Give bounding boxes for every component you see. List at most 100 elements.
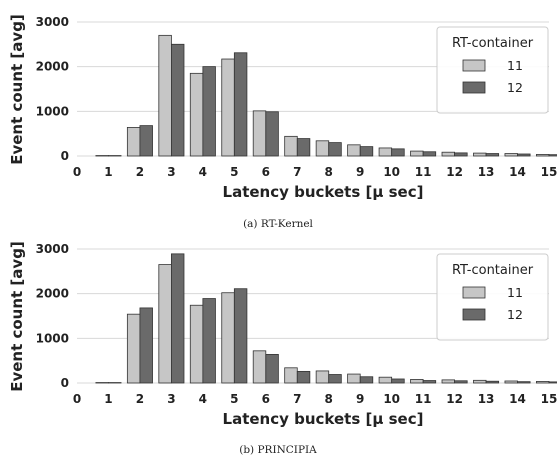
bar-12-12 — [454, 152, 468, 157]
bar-11-12 — [441, 379, 456, 384]
bar-12-15 — [548, 381, 557, 384]
x-tick-label: 8 — [325, 165, 333, 179]
legend-title: RT-container — [452, 263, 534, 278]
x-tick-label: 9 — [356, 165, 364, 179]
x-tick-label: 1 — [104, 392, 112, 406]
x-tick-label: 4 — [199, 165, 207, 179]
x-tick-label: 11 — [415, 165, 432, 179]
bar-12-3 — [170, 253, 185, 384]
y-tick-label: 3000 — [36, 242, 69, 256]
bar-12-5 — [233, 288, 248, 384]
y-tick-label: 2000 — [36, 287, 69, 301]
subfigure-caption: (a) RT-Kernel — [243, 218, 313, 230]
x-tick-label: 7 — [293, 165, 301, 179]
x-tick-label: 2 — [136, 165, 144, 179]
bar-12-3 — [170, 43, 185, 157]
x-tick-label: 13 — [478, 392, 495, 406]
x-axis-label: Latency buckets [μ sec] — [223, 410, 424, 428]
bar-11-7 — [284, 135, 298, 157]
bar-12-14 — [517, 381, 531, 384]
x-tick-label: 3 — [167, 392, 175, 406]
bar-11-7 — [284, 367, 298, 384]
x-tick-label: 10 — [383, 165, 400, 179]
bar-11-2 — [126, 313, 141, 384]
y-tick-label: 0 — [61, 149, 69, 163]
bar-11-11 — [410, 150, 424, 157]
bar-11-15 — [536, 154, 550, 157]
bar-12-4 — [202, 298, 216, 384]
bar-11-11 — [410, 379, 424, 384]
bar-12-7 — [296, 138, 311, 157]
bar-11-6 — [252, 350, 267, 384]
bar-11-4 — [189, 72, 204, 157]
y-tick-label: 2000 — [36, 60, 69, 74]
x-tick-label: 13 — [478, 165, 495, 179]
legend-swatch-11 — [462, 59, 486, 72]
y-axis-label: Event count [avg] — [8, 14, 26, 165]
bar-12-11 — [422, 380, 437, 384]
bar-11-13 — [473, 379, 487, 384]
y-tick-label: 0 — [61, 376, 69, 390]
bar-12-9 — [359, 376, 374, 384]
bar-11-8 — [315, 370, 330, 384]
x-tick-label: 15 — [541, 165, 557, 179]
x-tick-label: 1 — [104, 165, 112, 179]
x-tick-label: 0 — [73, 165, 81, 179]
x-tick-label: 6 — [262, 165, 270, 179]
y-tick-label: 3000 — [36, 15, 69, 29]
legend-title: RT-container — [452, 36, 534, 51]
bar-12-11 — [422, 151, 437, 157]
bar-11-5 — [221, 58, 235, 157]
bar-11-12 — [441, 151, 456, 157]
bar-12-7 — [296, 370, 311, 384]
x-tick-label: 3 — [167, 165, 175, 179]
x-tick-label: 2 — [136, 392, 144, 406]
bar-11-14 — [504, 153, 518, 157]
bar-12-13 — [485, 380, 500, 384]
bar-11-4 — [189, 304, 204, 384]
y-axis-label: Event count [avg] — [8, 241, 26, 392]
bar-12-6 — [265, 353, 279, 384]
legend-swatch-11 — [462, 286, 486, 299]
bar-11-8 — [315, 140, 330, 157]
legend-label-12: 12 — [507, 80, 523, 95]
bar-12-15 — [548, 154, 557, 157]
x-tick-label: 0 — [73, 392, 81, 406]
bar-12-10 — [391, 378, 405, 384]
bar-12-8 — [328, 374, 342, 384]
x-tick-label: 7 — [293, 392, 301, 406]
x-tick-label: 8 — [325, 392, 333, 406]
bar-11-2 — [126, 127, 141, 157]
bar-11-9 — [347, 373, 361, 384]
x-tick-label: 10 — [383, 392, 400, 406]
legend-label-12: 12 — [507, 307, 523, 322]
x-tick-label: 5 — [230, 392, 238, 406]
bar-11-3 — [158, 34, 172, 157]
bar-11-9 — [347, 144, 361, 157]
x-tick-label: 14 — [509, 392, 526, 406]
bar-12-2 — [139, 307, 153, 384]
bar-11-14 — [504, 380, 518, 384]
bar-12-2 — [139, 125, 153, 157]
bar-11-13 — [473, 152, 487, 157]
bar-12-8 — [328, 142, 342, 157]
bar-11-15 — [536, 381, 550, 384]
bar-11-10 — [378, 376, 393, 384]
legend-swatch-12 — [462, 81, 486, 94]
bar-12-14 — [517, 153, 531, 157]
bar-11-3 — [158, 264, 172, 384]
x-axis-label: Latency buckets [μ sec] — [223, 183, 424, 201]
bar-12-13 — [485, 153, 500, 157]
bar-12-5 — [233, 52, 248, 157]
bar-11-5 — [221, 292, 235, 384]
x-tick-label: 5 — [230, 165, 238, 179]
x-tick-label: 9 — [356, 392, 364, 406]
subfigure-caption: (b) PRINCIPIA — [239, 444, 317, 456]
legend-swatch-12 — [462, 308, 486, 321]
legend-label-11: 11 — [507, 285, 523, 300]
x-tick-label: 4 — [199, 392, 207, 406]
x-tick-label: 11 — [415, 392, 432, 406]
bar-12-4 — [202, 66, 216, 157]
